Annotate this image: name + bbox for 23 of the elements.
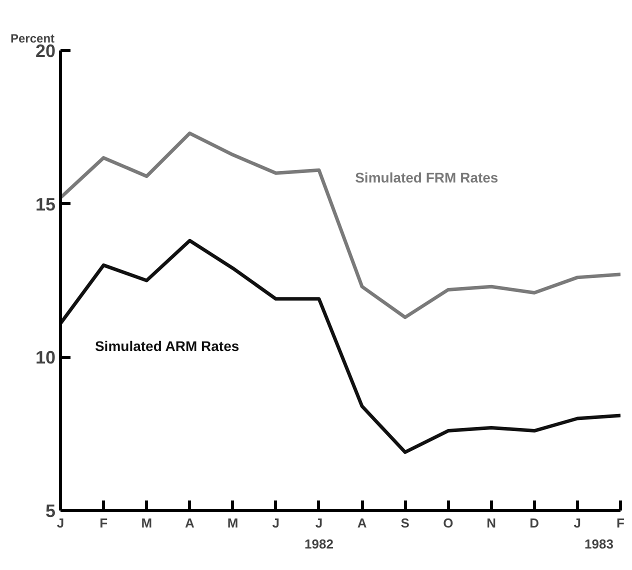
x-tick-label: M	[227, 516, 238, 530]
x-tick-label: D	[530, 516, 540, 530]
text: 1982	[304, 536, 334, 552]
y-tick-label: 5	[45, 501, 56, 521]
x-tick-label: J	[574, 516, 582, 530]
x-tick-label: J	[56, 516, 64, 530]
x-tick-label: F	[100, 516, 108, 530]
x-tick-label: A	[185, 516, 196, 530]
y-tick-label: 15	[35, 194, 56, 214]
x-tick-label: J	[315, 516, 323, 530]
line-series	[60, 238, 620, 454]
x-tick-label: A	[357, 516, 368, 530]
text: Simulated ARM Rates	[94, 338, 240, 354]
x-tick-label: J	[272, 516, 280, 530]
x-tick-label: N	[486, 516, 496, 530]
text: Simulated FRM Rates	[355, 169, 498, 186]
x-tick-label: O	[443, 516, 454, 530]
y-tick-label: 10	[35, 348, 56, 368]
x-tick-label: F	[616, 516, 625, 530]
line-series	[60, 132, 620, 320]
x-tick-label: M	[141, 516, 152, 530]
text: 1983	[584, 536, 614, 552]
x-tick-label: S	[400, 516, 410, 530]
